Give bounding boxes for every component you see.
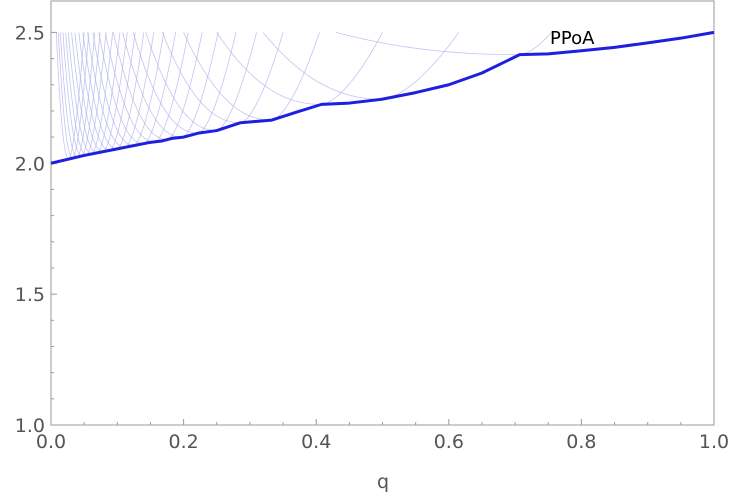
x-tick-label: 0.2	[168, 431, 198, 453]
x-tick-label: 0.8	[566, 431, 596, 453]
x-axis-title: q	[377, 471, 389, 493]
y-tick-label: 2.5	[15, 22, 45, 44]
background-curve	[216, 32, 383, 105]
background-curve	[183, 32, 320, 121]
background-curve	[145, 32, 257, 131]
axes: 0.0 0.2 0.4 0.6 0.8 1.0 1.0 1.5 2.0 2.5	[15, 22, 729, 453]
background-curves	[55, 32, 552, 160]
y-tick-label: 1.0	[15, 415, 45, 437]
series-ppoa-line	[50, 30, 715, 165]
y-tick-label: 1.5	[15, 284, 45, 306]
x-tick-label: 0.0	[36, 431, 66, 453]
x-tick-label: 0.4	[301, 431, 331, 453]
background-curve	[98, 32, 177, 145]
background-curve	[122, 32, 219, 138]
y-tick-label: 2.0	[15, 153, 45, 175]
background-curve	[162, 32, 284, 124]
ppoa-annotation: PPoA	[550, 28, 595, 49]
background-curve	[335, 32, 552, 56]
plot-frame	[50, 0, 715, 426]
x-tick-label: 1.0	[699, 431, 729, 453]
background-curve	[87, 32, 155, 148]
background-curve	[82, 32, 145, 150]
series-layer	[50, 30, 715, 165]
x-tick-label: 0.6	[434, 431, 464, 453]
